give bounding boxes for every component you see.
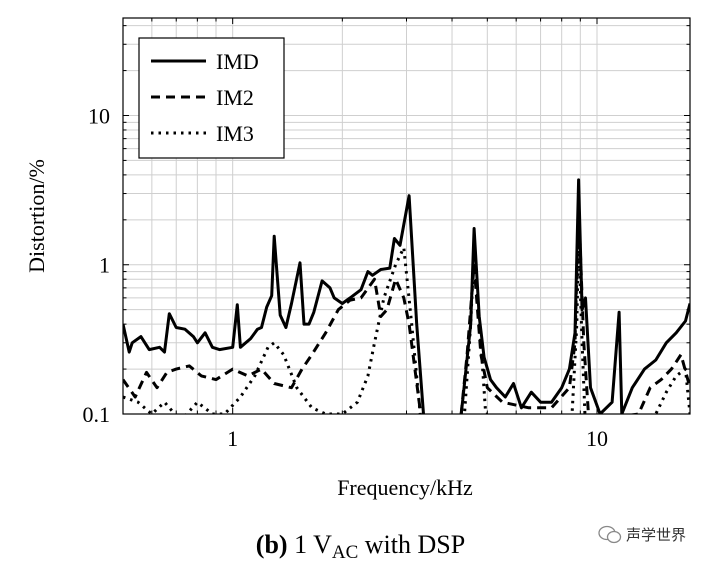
- wechat-icon: [598, 525, 622, 543]
- y-axis-label: Distortion/%: [24, 159, 49, 273]
- ticks: 1 10 0.1 1 10: [83, 18, 690, 451]
- legend-label: IM2: [216, 85, 254, 110]
- x-tick-label: 10: [586, 426, 608, 451]
- series-lines: [123, 178, 690, 414]
- caption-text-post: with DSP: [358, 530, 466, 559]
- legend-box: [138, 37, 285, 159]
- y-tick-label: 1: [99, 253, 110, 278]
- caption-subscript: AC: [331, 542, 359, 563]
- series-im2: [123, 203, 690, 414]
- y-tick-label: 10: [88, 103, 110, 128]
- plot-frame: [122, 17, 691, 415]
- caption-label: (b): [255, 530, 288, 559]
- watermark-text: 声学世界: [626, 526, 687, 544]
- legend-label: IMD: [216, 49, 259, 74]
- watermark: 声学世界: [598, 524, 686, 545]
- x-axis-label: Frequency/kHz: [337, 475, 473, 500]
- series-imd: [123, 178, 690, 414]
- legend: IMD IM2 IM3: [138, 37, 285, 159]
- y-tick-label: 0.1: [83, 402, 111, 427]
- legend-label: IM3: [216, 121, 254, 146]
- figure-caption: (b) 1 VAC with DSP: [0, 530, 721, 564]
- x-tick-label: 1: [227, 426, 238, 451]
- caption-text: 1 V: [287, 530, 332, 559]
